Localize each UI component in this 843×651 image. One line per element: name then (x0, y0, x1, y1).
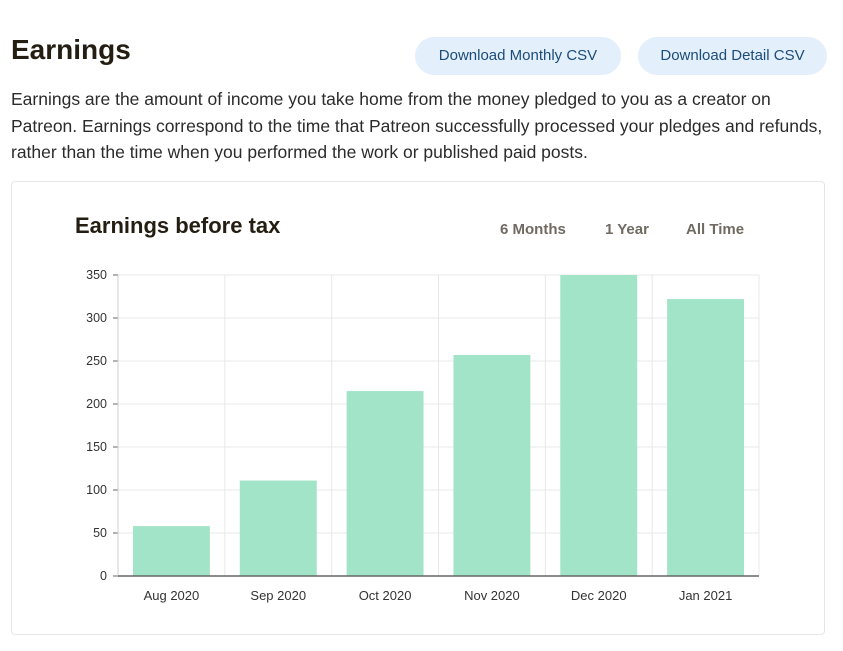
download-detail-csv-button[interactable]: Download Detail CSV (638, 37, 827, 75)
y-tick-label: 100 (86, 483, 107, 497)
x-tick-label: Dec 2020 (571, 588, 627, 603)
x-tick-label: Aug 2020 (144, 588, 200, 603)
bar-aug-2020 (132, 526, 210, 576)
earnings-description: Earnings are the amount of income you ta… (11, 89, 823, 162)
bar-dec-2020 (560, 275, 638, 576)
x-tick-label: Nov 2020 (464, 588, 520, 603)
x-tick-label: Sep 2020 (250, 588, 306, 603)
x-tick-label: Jan 2021 (679, 588, 733, 603)
bar-oct-2020 (346, 391, 424, 576)
tab-1-year[interactable]: 1 Year (605, 221, 649, 238)
bar-sep-2020 (239, 480, 317, 576)
download-monthly-csv-button[interactable]: Download Monthly CSV (415, 37, 621, 75)
y-tick-label: 250 (86, 354, 107, 368)
bar-nov-2020 (453, 354, 531, 576)
y-tick-label: 350 (86, 268, 107, 282)
chart-title: Earnings before tax (75, 213, 281, 238)
y-tick-label: 200 (86, 397, 107, 411)
page-title: Earnings (11, 34, 131, 65)
bar-jan-2021 (667, 299, 745, 576)
y-tick-label: 50 (93, 526, 107, 540)
tab-6-months[interactable]: 6 Months (500, 221, 566, 238)
y-tick-label: 150 (86, 440, 107, 454)
earnings-chart-card: Earnings before tax 6 Months 1 Year All … (11, 181, 825, 635)
earnings-bar-chart: 0 50 100 150 200 250 300 350 Aug 2020 Sep 2020 Oct… (86, 268, 760, 603)
y-tick-label: 300 (86, 311, 107, 325)
y-tick-label: 0 (100, 569, 107, 583)
tab-all-time[interactable]: All Time (686, 221, 745, 238)
x-tick-label: Oct 2020 (359, 588, 412, 603)
